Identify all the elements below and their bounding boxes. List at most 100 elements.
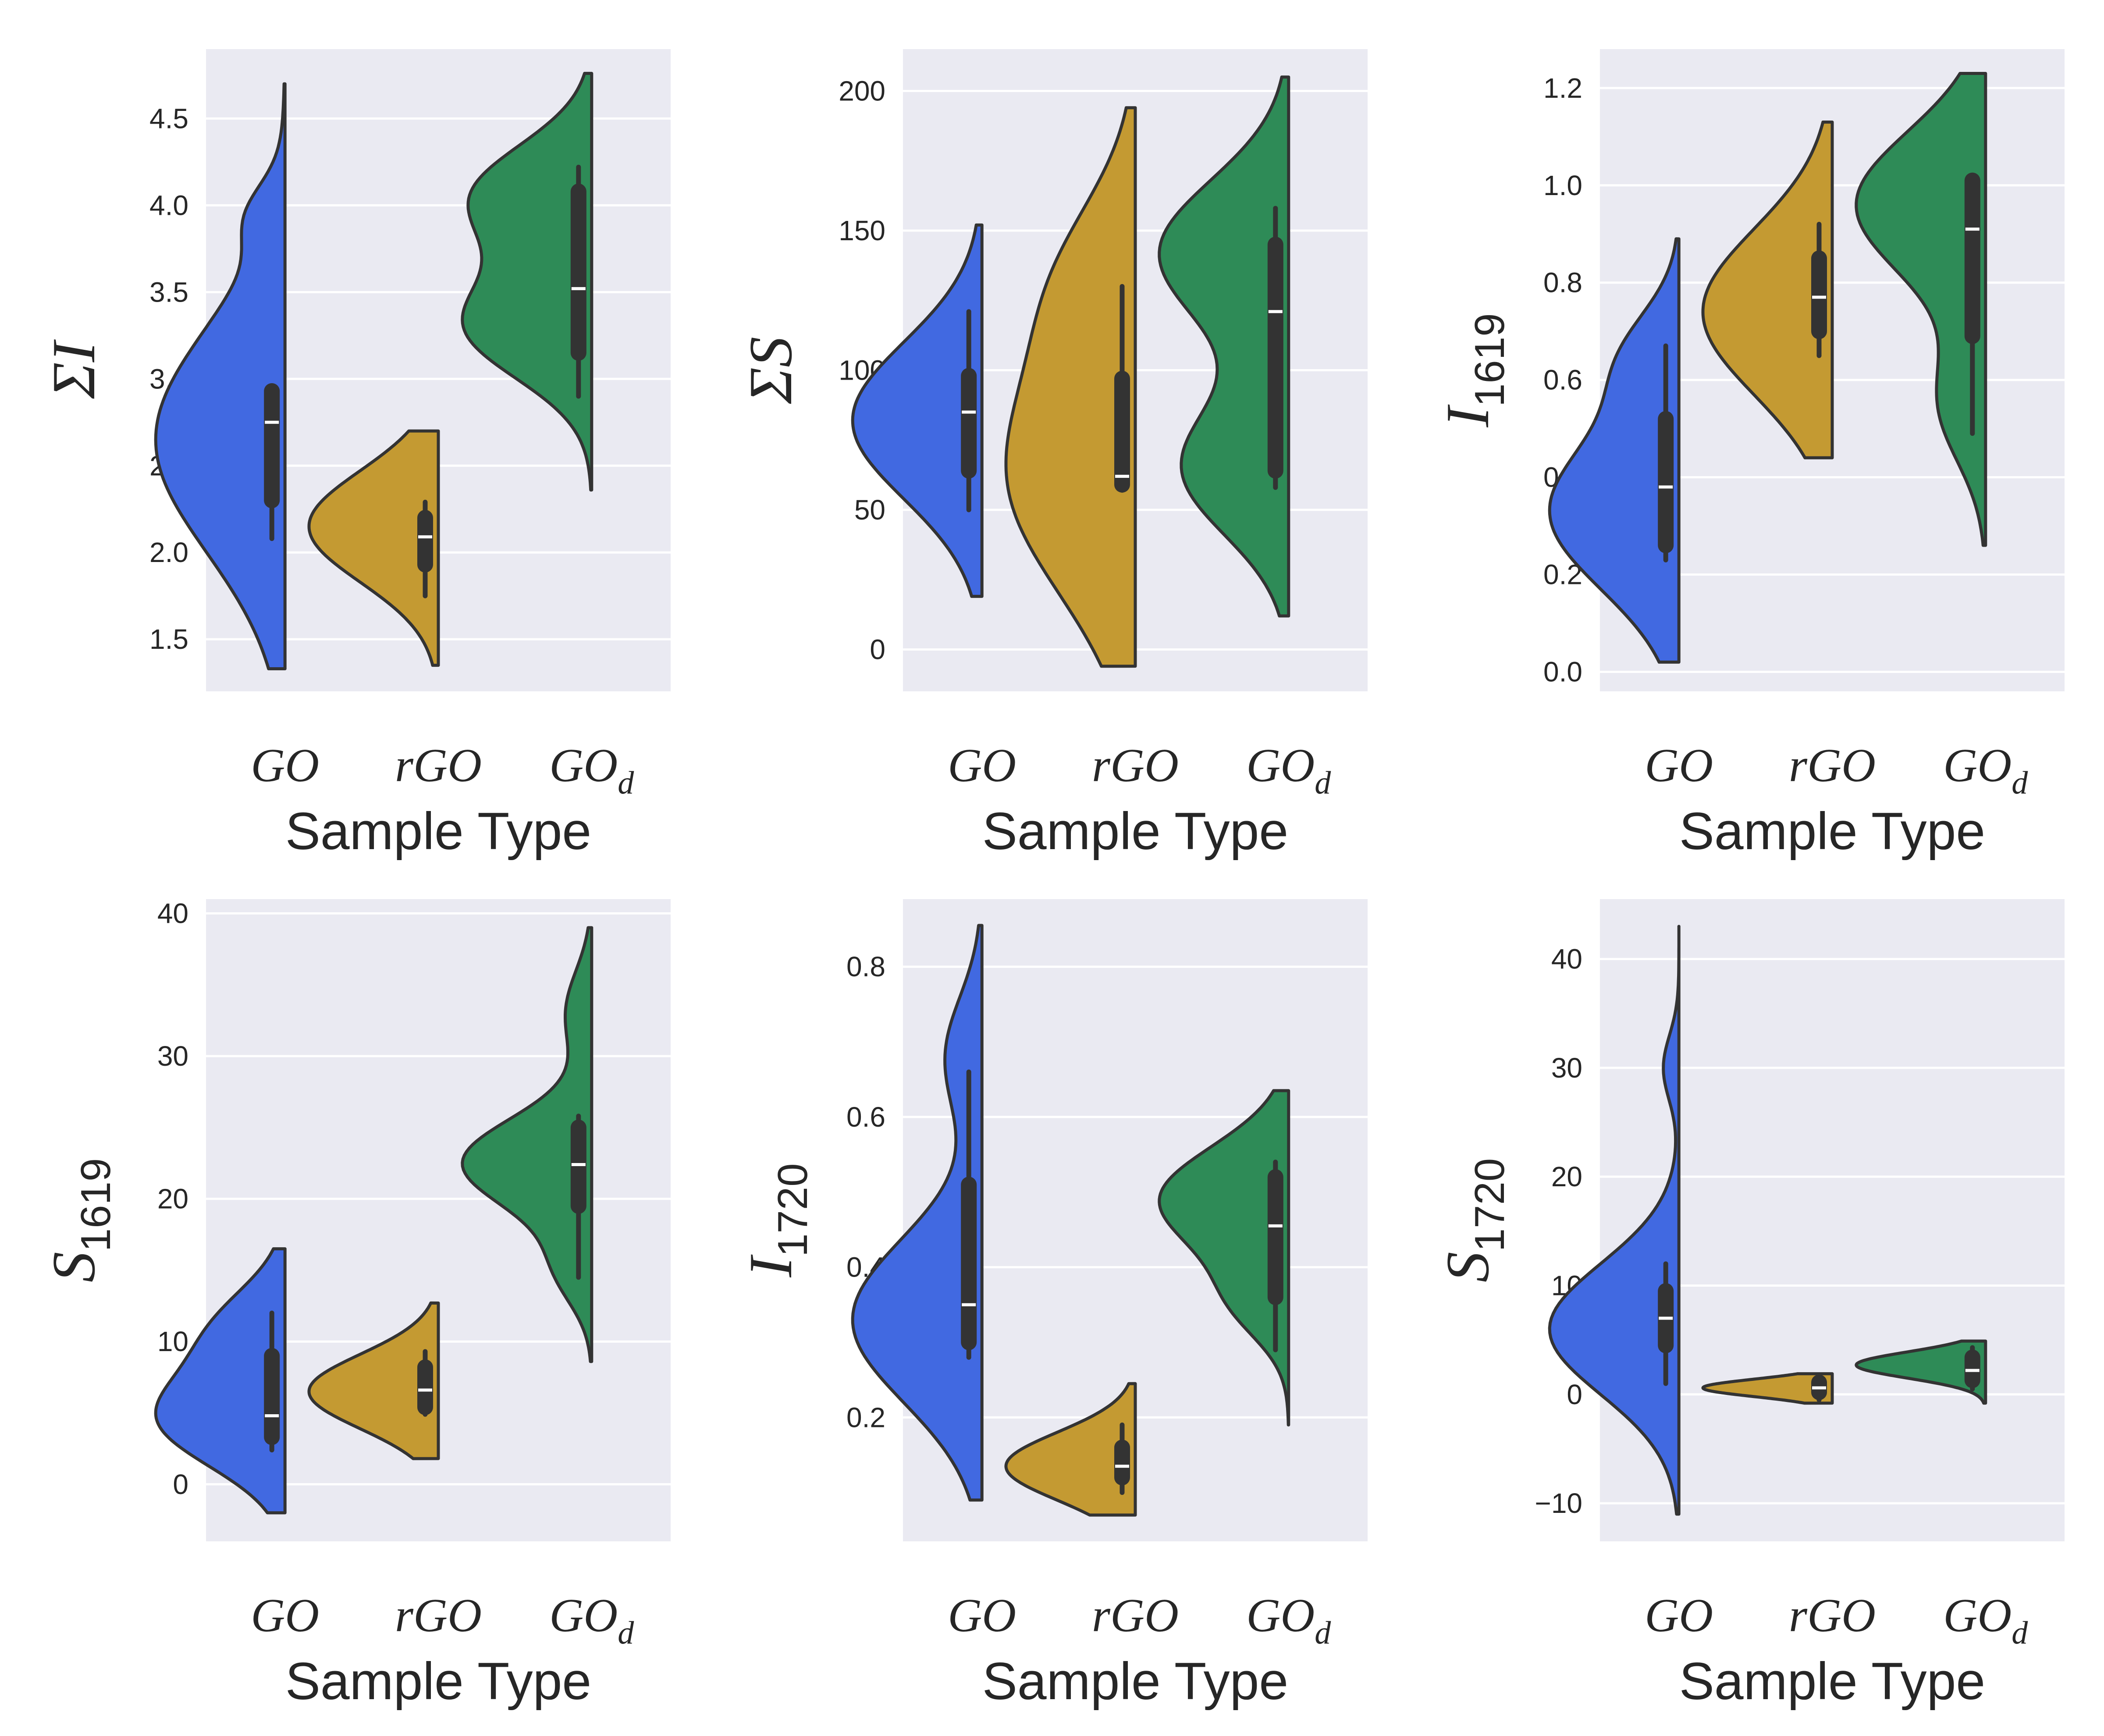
- violin-GOd: [1855, 71, 1987, 547]
- category-name: rGO: [395, 740, 482, 792]
- x-tick-label: GOd: [1246, 1590, 1331, 1651]
- category-subscript: d: [618, 765, 634, 801]
- x-axis-label: Sample Type: [1679, 1652, 1985, 1711]
- y-tick-label: 200: [839, 75, 885, 107]
- category-name: GO: [1246, 1590, 1315, 1642]
- y-tick-label: 0.2: [846, 1402, 885, 1433]
- category-name: GO: [549, 740, 618, 792]
- y-tick-label: 1.5: [149, 623, 188, 655]
- x-tick-label: rGO: [1092, 740, 1179, 792]
- x-axis-label: Sample Type: [1679, 802, 1985, 861]
- y-tick-label: 30: [1551, 1052, 1582, 1084]
- violin-GO: [851, 223, 984, 598]
- x-tick-label: GOd: [1943, 1590, 2028, 1651]
- violin-GOd: [461, 926, 594, 1363]
- y-tick-label: 2.0: [149, 537, 188, 568]
- violin-GOd: [1158, 1089, 1290, 1427]
- x-axis-label: Sample Type: [285, 1652, 591, 1711]
- x-tick-label: rGO: [395, 1590, 482, 1642]
- x-tick-label: GOd: [1943, 740, 2028, 801]
- category-name: GO: [251, 1590, 319, 1642]
- category-subscript: d: [1315, 765, 1331, 801]
- category-subscript: d: [2012, 765, 2028, 801]
- category-name: rGO: [1789, 740, 1876, 792]
- y-tick-label: 0: [1567, 1379, 1582, 1410]
- x-tick-label: GO: [948, 740, 1016, 792]
- violin-rGO: [1701, 120, 1834, 459]
- y-tick-label: 30: [157, 1040, 188, 1072]
- y-tick-label: 0: [173, 1469, 188, 1500]
- violin-GO: [851, 924, 984, 1502]
- y-tick-label: 0.8: [846, 951, 885, 982]
- x-tick-label: rGO: [395, 740, 482, 792]
- x-tick-label: rGO: [1789, 1590, 1876, 1642]
- y-tick-label: 0.8: [1543, 267, 1582, 299]
- y-tick-label: 40: [1551, 943, 1582, 975]
- violin-GO: [1548, 237, 1681, 664]
- x-tick-label: GOd: [1246, 740, 1331, 801]
- x-tick-label: GO: [251, 1590, 319, 1642]
- x-axis-label: Sample Type: [982, 1652, 1288, 1711]
- y-tick-label: 4.0: [149, 189, 188, 221]
- y-label-main: I: [1434, 404, 1502, 428]
- x-tick-label: rGO: [1092, 1590, 1179, 1642]
- category-name: rGO: [1092, 1590, 1179, 1642]
- violin-GO: [1548, 925, 1681, 1516]
- y-tick-label: 40: [157, 898, 188, 929]
- y-label-subscript: 1720: [1466, 1158, 1513, 1252]
- y-axis-label: I1619: [1434, 313, 1513, 427]
- category-name: GO: [1246, 740, 1315, 792]
- y-tick-label: 3.5: [149, 276, 188, 308]
- y-tick-label: 0.0: [1543, 656, 1582, 688]
- violin-GO: [154, 82, 287, 671]
- violin-rGO: [307, 429, 440, 667]
- violin-GOd: [461, 71, 594, 492]
- y-tick-label: 4.5: [149, 103, 188, 134]
- y-tick-label: 10: [157, 1326, 188, 1357]
- violin-GO: [154, 1247, 287, 1515]
- violin-rGO: [307, 1301, 440, 1460]
- violin-rGO: [1004, 106, 1137, 668]
- y-label-subscript: 1720: [769, 1163, 816, 1257]
- x-axis-label: Sample Type: [982, 802, 1288, 861]
- y-tick-label: 0.6: [846, 1101, 885, 1133]
- y-axis-label: S1619: [40, 1158, 119, 1283]
- y-label-main: S: [40, 1252, 108, 1282]
- y-tick-label: 150: [839, 215, 885, 246]
- y-label-main: ΣI: [40, 339, 108, 399]
- y-tick-label: 50: [854, 494, 885, 526]
- y-tick-label: 20: [157, 1183, 188, 1215]
- x-tick-label: GOd: [549, 1590, 634, 1651]
- category-name: GO: [251, 740, 319, 792]
- y-axis-label: S1720: [1434, 1158, 1513, 1283]
- y-tick-label: −10: [1535, 1487, 1582, 1519]
- y-tick-label: 0: [870, 633, 885, 665]
- category-subscript: d: [2012, 1615, 2028, 1651]
- x-tick-label: GOd: [549, 740, 634, 801]
- y-label-main: S: [1434, 1252, 1502, 1282]
- y-axis-label: ΣS: [737, 337, 805, 404]
- category-name: GO: [948, 740, 1016, 792]
- y-label-subscript: 1619: [72, 1158, 119, 1252]
- x-axis-label: Sample Type: [285, 802, 591, 861]
- y-label-main: ΣS: [737, 337, 805, 404]
- category-name: GO: [948, 1590, 1016, 1642]
- y-tick-label: 1.0: [1543, 170, 1582, 201]
- y-label-main: I: [737, 1254, 805, 1278]
- violin-GOd: [1158, 75, 1290, 618]
- category-name: GO: [1645, 740, 1713, 792]
- y-axis-label: I1720: [737, 1163, 816, 1277]
- category-name: GO: [549, 1590, 618, 1642]
- x-tick-label: GO: [948, 1590, 1016, 1642]
- category-name: GO: [1645, 1590, 1713, 1642]
- x-tick-label: GO: [1645, 740, 1713, 792]
- category-name: rGO: [395, 1590, 482, 1642]
- y-tick-label: 1.2: [1543, 72, 1582, 104]
- y-axis-label: ΣI: [40, 339, 108, 399]
- x-tick-label: GO: [1645, 1590, 1713, 1642]
